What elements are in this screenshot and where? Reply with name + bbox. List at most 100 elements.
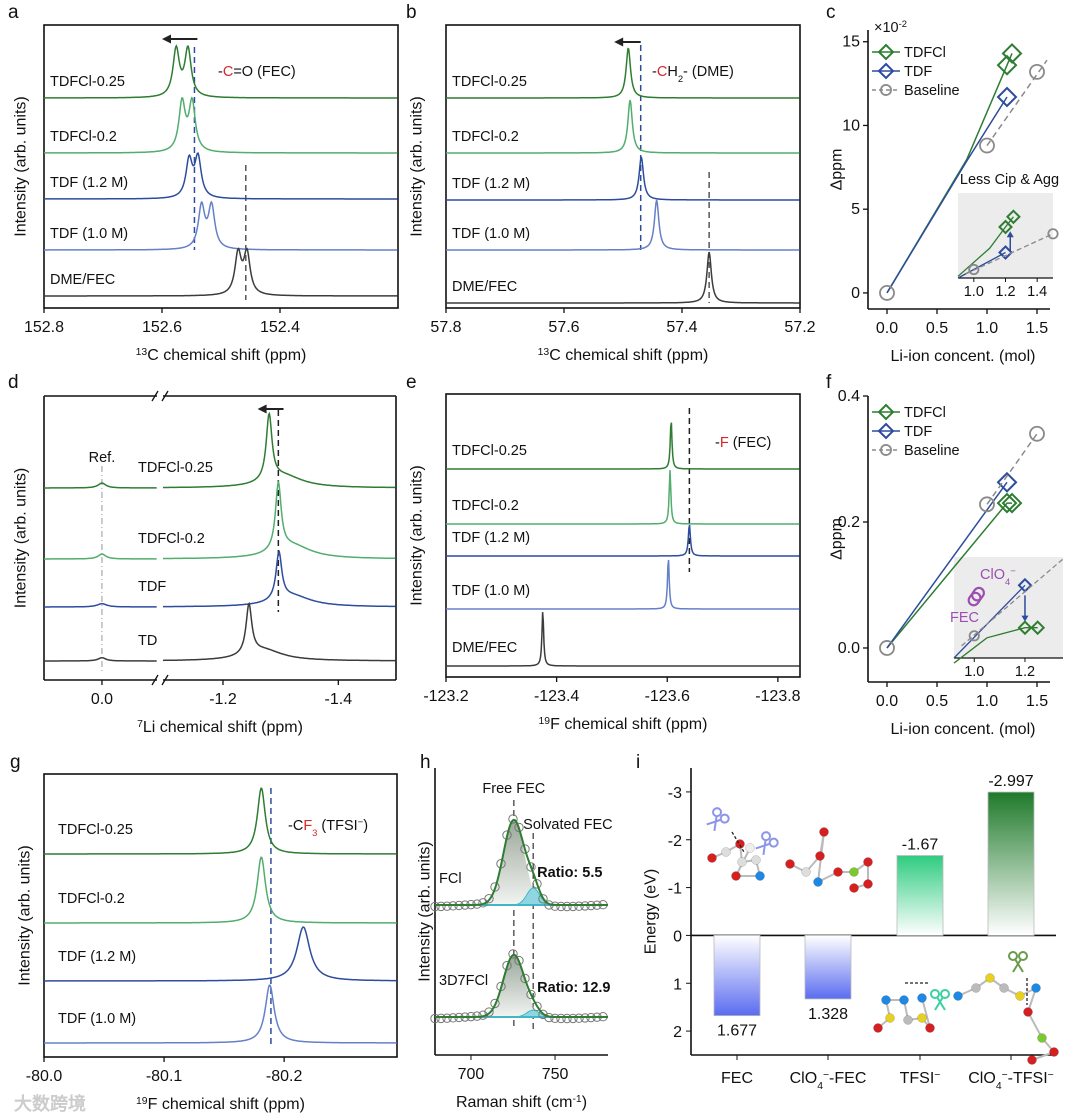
peak-assignment-label: -F (FEC)	[715, 435, 771, 451]
spectrum-trace	[446, 612, 800, 667]
axis-multiplier: ×10-2	[874, 18, 907, 37]
plot-frame	[445, 393, 801, 678]
peak-assignment-label-part: - (DME)	[683, 64, 734, 80]
chain-link-icon	[967, 586, 985, 607]
peak-assignment-label-part: 2	[678, 73, 683, 84]
panel-d: d 0.0 -1.2 -1.4 7Li chemical shift (ppm) Inte…	[8, 372, 397, 737]
peak-assignment-label-part: F	[720, 435, 729, 451]
bond	[1027, 1011, 1043, 1039]
atom	[863, 879, 873, 889]
trace-label: TDFCl-0.25	[452, 443, 527, 459]
atom	[885, 1013, 895, 1023]
spectrum-trace	[446, 199, 800, 251]
atom	[881, 995, 891, 1005]
spectrum-trace	[446, 469, 800, 525]
data-point-marker	[430, 1013, 440, 1024]
energy-bar	[987, 791, 1035, 936]
category-label: ClO4−-TFSI−	[968, 1070, 1054, 1092]
free-fec-fill	[435, 955, 608, 1017]
axis-frame	[43, 24, 399, 309]
x-tick-label: 700	[458, 1066, 485, 1083]
x-tick-label: 1.0	[976, 320, 998, 337]
circle-marker	[880, 84, 892, 96]
panel-letter: f	[826, 372, 832, 393]
axis-multiplier-part: ×10	[874, 20, 899, 36]
x-axis-label-part: Li-ion concent. (mol)	[891, 348, 1036, 365]
x-axis-label-part: F chemical shift (ppm)	[148, 1096, 305, 1113]
spectrum-trace	[446, 422, 800, 470]
spectrum-trace	[44, 479, 396, 560]
data-point-marker	[490, 998, 500, 1009]
atom	[737, 857, 747, 867]
diamond-marker	[877, 403, 895, 421]
fit-curve	[435, 953, 608, 1018]
atom	[755, 871, 765, 881]
y-axis-label: Δppm	[829, 149, 846, 191]
trace-label: TDF (1.2 M)	[452, 176, 530, 192]
atom	[1031, 983, 1041, 993]
x-tick-label: 1.5	[1026, 320, 1048, 337]
peak-assignment-label-part: (FEC)	[729, 435, 772, 451]
data-point-marker	[508, 814, 518, 824]
atom	[849, 883, 859, 893]
data-point-marker	[562, 901, 572, 912]
diamond-marker	[877, 422, 895, 440]
data-point-marker	[532, 879, 542, 889]
data-point-marker	[538, 894, 548, 904]
inset-plot: 1.0 1.2 1.4 Less Cip & Agg	[957, 172, 1059, 300]
x-tick-label: -80.1	[146, 1068, 183, 1085]
category-label-part: -FEC	[829, 1070, 866, 1087]
scissors-handle	[1008, 951, 1018, 961]
spectrum-trace	[44, 926, 397, 982]
plot-frame	[43, 24, 399, 309]
atom	[1027, 1055, 1037, 1065]
x-axis-label: 19F chemical shift (ppm)	[539, 716, 708, 734]
y-tick-label: 0.4	[838, 388, 860, 405]
circle-marker	[979, 137, 995, 154]
x-axis-label: 7Li chemical shift (ppm)	[137, 719, 303, 737]
atom	[785, 859, 795, 869]
y-tick-label: 15	[842, 34, 860, 51]
atom	[925, 1023, 935, 1033]
axis-frame	[445, 24, 801, 309]
x-tick-label: 0.5	[926, 320, 948, 337]
y-tick-label: -1	[668, 881, 682, 898]
peak-assignment-label-part: -	[218, 64, 223, 80]
x-tick-label: 0.0	[876, 693, 898, 710]
diamond-marker	[1001, 492, 1023, 514]
inset-label-clo4: ClO4−	[980, 565, 1016, 587]
x-axis-label-part: 19	[539, 716, 551, 727]
category-label-part: −	[823, 1070, 829, 1081]
scissors-handle	[940, 989, 950, 999]
peak-assignment-label: -C=O (FEC)	[218, 64, 296, 80]
x-axis-label-part: 13	[538, 347, 550, 358]
shift-arrow-head	[614, 37, 624, 47]
legend-label: TDF	[904, 64, 932, 80]
inset-arrow-head	[1021, 615, 1029, 622]
watermark: 大数跨境	[14, 1093, 86, 1114]
x-tick-label: 57.6	[548, 319, 579, 336]
trace-label: DME/FEC	[452, 279, 517, 295]
free-fec-label: Free FEC	[482, 781, 545, 797]
y-tick-label: 0.0	[838, 640, 860, 657]
bar-value-label: 1.677	[717, 1023, 757, 1040]
peak-assignment-label-part: 3	[312, 827, 317, 838]
inset-tick-label: 1.0	[964, 284, 984, 300]
scissors-blade	[934, 996, 946, 1011]
data-point-marker	[538, 1009, 548, 1020]
trace-label: TDFCl-0.25	[138, 460, 213, 476]
x-axis-label-part: Li-ion concent. (mol)	[891, 721, 1036, 738]
diamond-marker	[877, 62, 895, 80]
peak-assignment-label-part: F	[303, 818, 312, 834]
data-point-marker	[436, 1013, 446, 1024]
x-tick-label: 152.4	[260, 319, 300, 336]
circle-marker	[1029, 63, 1045, 80]
data-point-marker	[532, 1001, 542, 1012]
data-point-marker	[484, 1007, 494, 1017]
energy-bar	[713, 935, 761, 1017]
trace-label: TD	[138, 633, 157, 649]
peak-assignment-label-part: -C	[288, 818, 303, 834]
energy-bar	[896, 855, 944, 936]
trace-label: 3D7FCl	[439, 973, 488, 989]
x-tick-label: 57.8	[430, 319, 461, 336]
